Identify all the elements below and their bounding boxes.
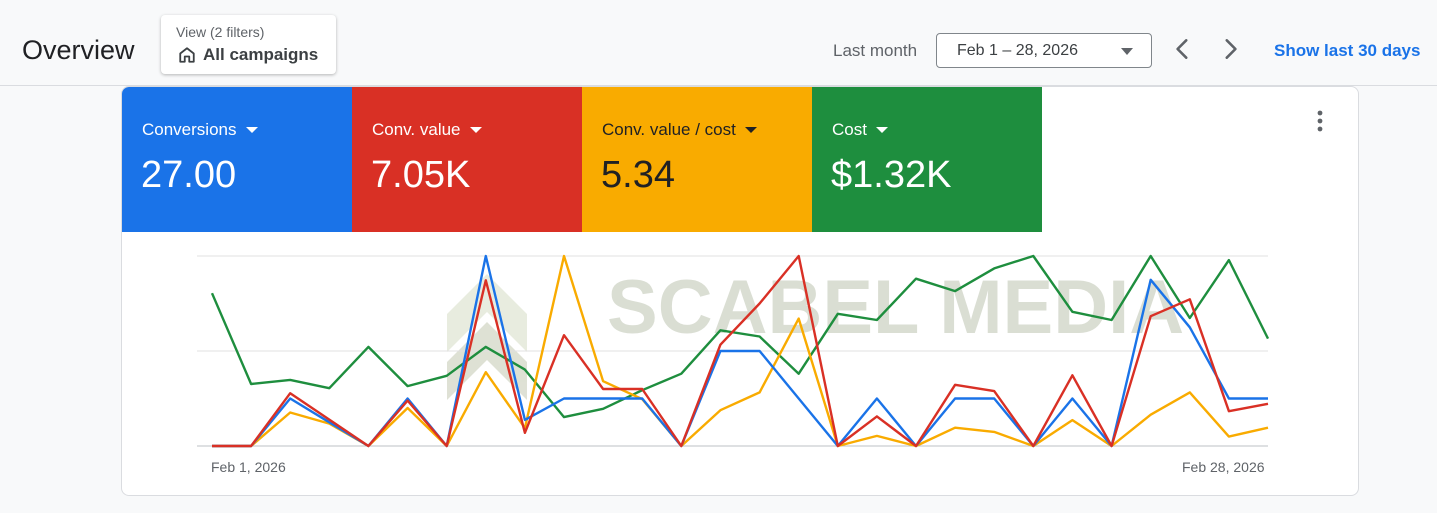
metric-value: 7.05K xyxy=(371,154,471,196)
performance-line-chart: SCABEL MEDIA xyxy=(197,254,1270,448)
series-line-cost xyxy=(210,254,1270,419)
metric-value: $1.32K xyxy=(831,154,952,196)
view-filter-button[interactable]: View (2 filters) All campaigns xyxy=(161,15,336,74)
dropdown-caret-icon xyxy=(875,127,888,133)
metric-value: 27.00 xyxy=(141,154,237,196)
date-range-value: Feb 1 – 28, 2026 xyxy=(957,42,1078,59)
metric-tile-conv-value-per-cost[interactable]: Conv. value / cost 5.34 xyxy=(582,87,812,232)
metric-tile-cost[interactable]: Cost $1.32K xyxy=(812,87,1042,232)
chart-series xyxy=(210,254,1270,448)
metric-label-row: Conversions xyxy=(142,120,258,140)
view-filter-value: All campaigns xyxy=(203,45,319,64)
dropdown-caret-icon xyxy=(469,127,482,133)
view-filter-label-row: All campaigns xyxy=(178,45,318,65)
home-icon xyxy=(179,47,195,63)
dropdown-caret-icon xyxy=(1121,48,1133,55)
more-vert-icon[interactable] xyxy=(1310,108,1330,134)
show-last-30-days-link[interactable]: Show last 30 days xyxy=(1274,41,1421,60)
dropdown-caret-icon xyxy=(744,127,757,133)
metric-label-row: Conv. value xyxy=(372,120,482,140)
metric-label: Conversions xyxy=(142,120,237,139)
date-preset-label: Last month xyxy=(833,41,918,60)
date-range-select[interactable]: Feb 1 – 28, 2026 xyxy=(936,33,1152,68)
overview-card: Conversions 27.00 Conv. value 7.05K Conv… xyxy=(121,86,1359,496)
chevron-left-icon[interactable] xyxy=(1170,36,1196,62)
x-tick-label-last: Feb 28, 2026 xyxy=(1182,459,1265,475)
metric-tile-conversions[interactable]: Conversions 27.00 xyxy=(122,87,352,232)
dropdown-caret-icon xyxy=(245,127,258,133)
metric-label-row: Cost xyxy=(832,120,888,140)
metric-value: 5.34 xyxy=(601,154,675,196)
watermark-text: SCABEL MEDIA xyxy=(607,265,1184,350)
watermark: SCABEL MEDIA xyxy=(447,265,1184,400)
metric-label: Conv. value / cost xyxy=(602,120,736,139)
metric-tiles: Conversions 27.00 Conv. value 7.05K Conv… xyxy=(122,87,1042,232)
metric-label-row: Conv. value / cost xyxy=(602,120,757,140)
series-line-conv-value xyxy=(212,254,1269,448)
chevron-right-icon[interactable] xyxy=(1217,36,1243,62)
metric-label: Conv. value xyxy=(372,120,461,139)
series-line-conv-value-cost xyxy=(212,254,1269,448)
metric-label: Cost xyxy=(832,120,867,139)
view-filter-count: View (2 filters) xyxy=(176,24,265,40)
top-bar: Overview View (2 filters) All campaigns … xyxy=(0,0,1437,86)
x-tick-label-first: Feb 1, 2026 xyxy=(211,459,286,475)
page-title: Overview xyxy=(22,35,135,65)
metric-tile-conv-value[interactable]: Conv. value 7.05K xyxy=(352,87,582,232)
